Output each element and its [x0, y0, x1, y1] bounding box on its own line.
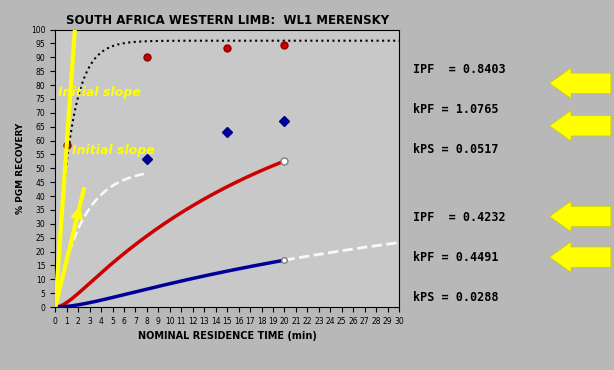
Text: Initial slope: Initial slope [72, 144, 155, 158]
Text: kPF = 0.4491: kPF = 0.4491 [413, 250, 498, 263]
Y-axis label: % PGM RECOVERY: % PGM RECOVERY [17, 123, 26, 214]
Text: IPF  = 0.8403: IPF = 0.8403 [413, 63, 505, 75]
Text: Initial slope: Initial slope [58, 86, 141, 99]
Text: kPS = 0.0288: kPS = 0.0288 [413, 290, 498, 303]
Text: kPS = 0.0517: kPS = 0.0517 [413, 142, 498, 155]
Text: IPF  = 0.4232: IPF = 0.4232 [413, 211, 505, 223]
Title: SOUTH AFRICA WESTERN LIMB:  WL1 MERENSKY: SOUTH AFRICA WESTERN LIMB: WL1 MERENSKY [66, 14, 389, 27]
X-axis label: NOMINAL RESIDENCE TIME (min): NOMINAL RESIDENCE TIME (min) [138, 332, 317, 342]
Text: kPF = 1.0765: kPF = 1.0765 [413, 102, 498, 115]
